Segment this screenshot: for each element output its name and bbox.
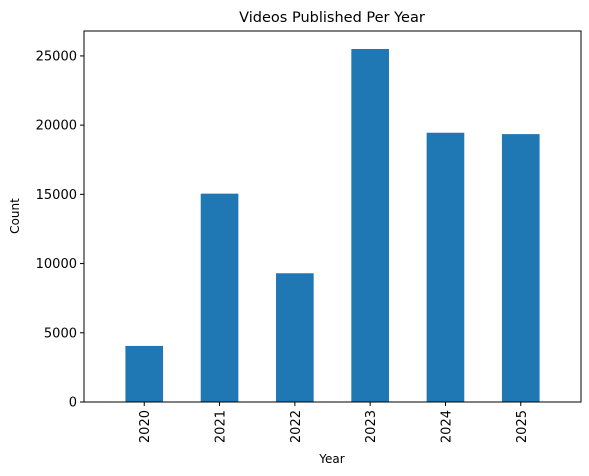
chart-title: Videos Published Per Year xyxy=(239,10,425,26)
x-tick-label-2021: 2021 xyxy=(214,410,229,443)
y-tick-label-15000: 15000 xyxy=(36,188,77,203)
bars-group xyxy=(125,48,540,403)
y-axis: 0 5000 10000 15000 20000 25000 xyxy=(36,49,84,411)
x-axis: 2020 2021 2022 2023 2024 2025 xyxy=(138,402,530,443)
y-tick-label-10000: 10000 xyxy=(36,257,77,272)
y-tick-label-5000: 5000 xyxy=(44,326,77,341)
y-tick-label-25000: 25000 xyxy=(36,49,77,64)
y-axis-label: Count xyxy=(8,198,22,234)
bar-2025 xyxy=(501,134,540,403)
bar-2020 xyxy=(125,345,164,402)
x-tick-label-2023: 2023 xyxy=(364,410,379,443)
x-axis-label: Year xyxy=(318,452,344,466)
x-tick-label-2025: 2025 xyxy=(515,410,530,443)
bar-2024 xyxy=(426,132,465,402)
bar-2021 xyxy=(200,193,239,402)
y-tick-label-20000: 20000 xyxy=(36,119,77,134)
x-tick-label-2020: 2020 xyxy=(138,410,153,443)
bar-2022 xyxy=(276,273,314,402)
bar-2023 xyxy=(351,48,389,402)
y-tick-label-0: 0 xyxy=(69,396,77,411)
plot-frame xyxy=(83,30,582,403)
x-tick-label-2024: 2024 xyxy=(439,410,454,443)
x-tick-label-2022: 2022 xyxy=(289,410,304,443)
